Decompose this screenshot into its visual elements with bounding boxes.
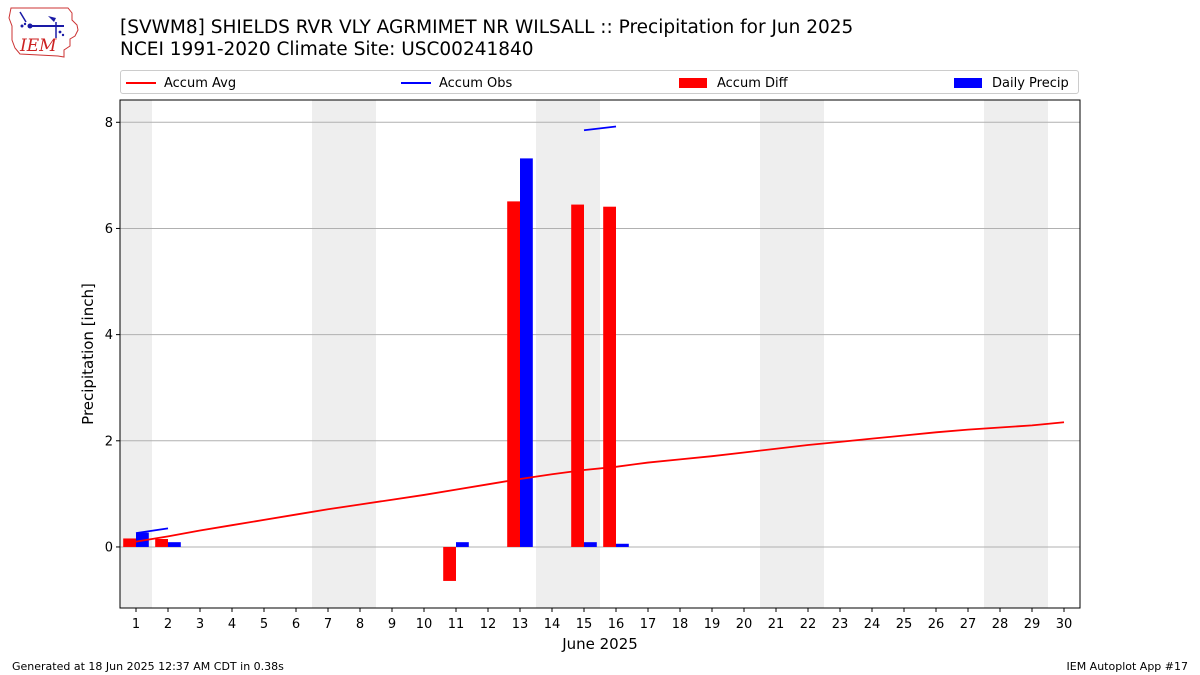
legend-item-accum-diff: Accum Diff [679,71,788,95]
accum-diff-bar-day-11 [443,546,456,581]
x-tick-label-4: 4 [228,617,236,632]
y-tick-label-2: 2 [105,434,113,449]
x-tick-label-22: 22 [800,617,817,632]
daily-precip-bar-day-13 [520,158,533,547]
x-tick-label-1: 1 [132,617,140,632]
accum-obs-line-2 [583,125,617,132]
app-label: IEM Autoplot App #17 [1066,660,1189,673]
weekend-band-5 [984,100,1048,608]
legend-swatch-accum-diff [679,78,707,88]
daily-precip-bar-day-16 [616,543,629,547]
x-tick-label-2: 2 [164,617,172,632]
x-tick-label-24: 24 [864,617,881,632]
chart-legend: Accum Avg Accum Obs Accum Diff Daily Pre… [120,70,1079,94]
x-tick-label-23: 23 [832,617,849,632]
x-tick-label-14: 14 [544,617,561,632]
x-tick-label-28: 28 [992,617,1009,632]
accum-diff-bar-day-13 [507,201,520,547]
x-tick-label-19: 19 [704,617,721,632]
legend-label-accum-diff: Accum Diff [717,75,788,91]
weather-station-icon [19,11,65,38]
x-tick-label-5: 5 [260,617,268,632]
weekend-band-4 [760,100,824,608]
legend-swatch-accum-avg [126,82,156,84]
x-tick-label-25: 25 [896,617,913,632]
x-tick-label-9: 9 [388,617,396,632]
accum-obs-line-1 [135,527,169,535]
y-tick-label-8: 8 [105,116,113,131]
legend-label-daily-precip: Daily Precip [992,75,1069,91]
legend-label-accum-avg: Accum Avg [164,75,237,91]
legend-item-daily-precip: Daily Precip [954,71,1069,95]
plot-frame [119,99,1081,609]
daily-precip-bar-day-15 [584,542,597,547]
legend-swatch-daily-precip [954,78,982,88]
generated-timestamp: Generated at 18 Jun 2025 12:37 AM CDT in… [12,660,284,673]
legend-item-accum-avg: Accum Avg [126,71,236,95]
iem-logo-text: IEM [19,36,57,56]
legend-label-accum-obs: Accum Obs [439,75,513,91]
weekend-band-2 [312,100,376,608]
daily-precip-bar-day-2 [168,542,181,547]
x-tick-label-30: 30 [1056,617,1073,632]
x-tick-label-6: 6 [292,617,300,632]
x-tick-label-29: 29 [1024,617,1041,632]
x-tick-label-27: 27 [960,617,977,632]
accum-diff-bar-day-15 [571,204,584,547]
x-tick-label-13: 13 [512,617,529,632]
y-tick-label-6: 6 [105,222,113,237]
accum-diff-bar-day-2 [155,538,168,547]
x-tick-label-8: 8 [356,617,364,632]
x-tick-label-10: 10 [416,617,433,632]
chart-subtitle: NCEI 1991-2020 Climate Site: USC00241840 [120,39,534,60]
x-tick-label-16: 16 [608,617,625,632]
x-tick-label-11: 11 [448,617,465,632]
accum-diff-bar-day-16 [603,206,616,547]
legend-swatch-accum-obs [401,82,431,84]
chart-title: [SVWM8] SHIELDS RVR VLY AGRMIMET NR WILS… [120,17,854,38]
x-tick-label-12: 12 [480,617,497,632]
x-tick-label-7: 7 [324,617,332,632]
x-tick-label-17: 17 [640,617,657,632]
y-axis-label: Precipitation [inch] [79,283,97,425]
daily-precip-bar-day-11 [456,542,469,547]
x-tick-label-3: 3 [196,617,204,632]
weekend-band-3 [536,100,600,608]
accum-avg-line [135,421,1065,543]
weekend-band-1 [120,100,152,608]
x-axis-label: June 2025 [561,635,638,653]
x-tick-label-20: 20 [736,617,753,632]
x-tick-label-15: 15 [576,617,593,632]
x-tick-label-21: 21 [768,617,785,632]
iem-logo: IEM [8,7,79,58]
x-tick-label-26: 26 [928,617,945,632]
legend-item-accum-obs: Accum Obs [401,71,512,95]
accum-diff-bar-day-1 [123,538,136,547]
x-tick-label-18: 18 [672,617,689,632]
y-tick-label-4: 4 [105,328,113,343]
y-tick-label-0: 0 [105,540,113,555]
